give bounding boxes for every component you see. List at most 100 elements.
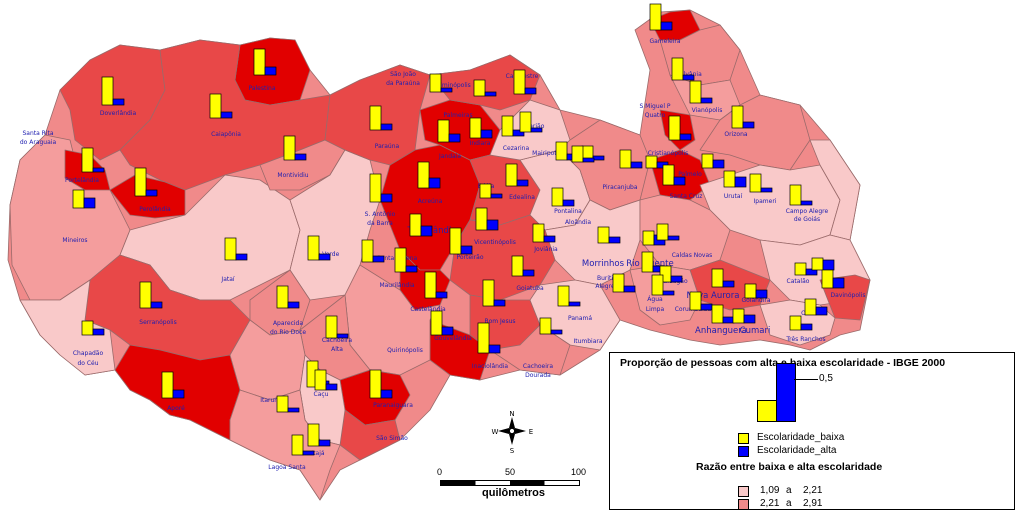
bar-high-32	[380, 123, 393, 131]
bar-high-67	[150, 301, 163, 309]
bar-low-43	[283, 135, 296, 161]
bar-high-8	[712, 159, 725, 169]
bar-low-41	[253, 48, 266, 76]
label-indiara: Indiara	[470, 140, 491, 147]
bar-low-67	[139, 281, 152, 309]
bar-high-19	[722, 280, 735, 288]
bar-low-20	[689, 291, 702, 311]
bar-high-3	[679, 133, 692, 141]
bar-low-70	[325, 315, 338, 339]
bar-low-56	[511, 255, 524, 277]
bar-low-8	[701, 153, 714, 169]
bar-high-49	[420, 225, 433, 237]
label-nova-aurora: Nova Aurora	[687, 291, 740, 301]
label-paranaiguara: Paranaiguara	[373, 402, 413, 409]
bar-high-24	[805, 268, 818, 276]
label-edealina: Edealina	[509, 194, 535, 201]
bar-low-11	[789, 184, 802, 206]
bar-high-23	[743, 314, 756, 324]
label-palestina: Palestina	[248, 85, 275, 92]
bar-high-9	[734, 176, 747, 188]
bar-low-54	[532, 223, 545, 243]
label-aparecida-2: do Rio Doce	[270, 329, 306, 336]
label-cezarina: Cezarina	[503, 145, 530, 152]
legend-swatch-low	[738, 433, 749, 444]
bar-high-39	[582, 157, 595, 163]
bar-high-45	[145, 189, 158, 197]
bar-low-10	[749, 173, 762, 193]
label-maurilandia: Maurilândia	[379, 282, 414, 289]
bar-high-26	[832, 277, 845, 289]
label-agua-2: Limpa	[646, 306, 665, 313]
scale-bar: 0 50 100 quilômetros	[437, 467, 586, 507]
bar-high-1	[682, 74, 695, 81]
label-sao-joao-1: São João	[390, 71, 416, 78]
bar-high-69	[92, 328, 105, 336]
label-sao-miguel-2: Quatro	[645, 112, 666, 119]
label-montividiu: Montividiu	[277, 172, 308, 179]
label-goiatuba: Goiatuba	[516, 285, 544, 292]
bar-low-13	[642, 230, 655, 246]
bar-low-50	[475, 207, 488, 231]
bar-high-50	[486, 219, 499, 231]
bar-low-39	[571, 145, 584, 163]
bar-low-35	[501, 115, 514, 137]
bar-high-60	[493, 299, 506, 307]
label-vianopolis: Vianópolis	[692, 107, 723, 114]
bar-low-25	[811, 257, 824, 271]
label-catalao: Catalão	[787, 278, 810, 285]
label-porteirao: Porteirão	[456, 254, 483, 261]
bar-low-63	[477, 322, 490, 354]
bar-high-31	[524, 87, 537, 95]
bar-high-28	[800, 323, 813, 331]
bar-low-74	[276, 395, 289, 413]
label-panama: Panamá	[568, 315, 592, 322]
bar-high-70	[336, 333, 349, 339]
bar-high-22	[722, 316, 735, 324]
bar-low-55	[449, 227, 462, 255]
label-campo-alegre-1: Campo Alegre	[786, 208, 829, 215]
label-cristianopolis: Cristianópolis	[648, 150, 689, 157]
bar-low-22	[711, 304, 724, 324]
legend-bar-blue	[776, 363, 796, 422]
label-cachoeira-alta-2: Alta	[331, 346, 343, 353]
label-buriti-1: Buriti	[597, 275, 613, 282]
label-sao-simao: São Simão	[376, 435, 408, 442]
bar-low-26	[821, 269, 834, 289]
bar-high-42	[112, 98, 125, 106]
legend-class-2-swatch	[738, 499, 749, 510]
bar-low-32	[369, 105, 382, 131]
label-cachoeira-dourada-2: Dourada	[525, 372, 551, 379]
bar-high-57	[372, 255, 385, 263]
bar-high-11	[800, 200, 813, 206]
municipality-labels: Gameleira Silvânia Vianópolis S Miguel P…	[20, 38, 866, 471]
bar-high-21	[755, 289, 768, 299]
legend-class-2-sep: a	[786, 498, 792, 509]
label-silvania: Silvânia	[678, 71, 702, 78]
scale-bar-line	[440, 480, 580, 486]
label-itaruma: Itarumã	[260, 397, 284, 404]
label-caiaponia: Caiapônia	[211, 131, 241, 138]
legend-class-1-to: 2,21	[803, 485, 823, 496]
bar-low-66	[224, 237, 237, 261]
label-gouvelandia: Gouvelândia	[434, 335, 472, 342]
bar-high-53	[490, 193, 503, 199]
label-piracanjuba: Piracanjuba	[602, 184, 637, 191]
bar-high-36	[530, 127, 543, 133]
label-jatai: Jataí	[220, 276, 234, 283]
bar-low-46	[72, 189, 85, 209]
label-agua-1: Água	[647, 296, 663, 303]
label-campo-alegre-2: de Goiás	[794, 216, 820, 223]
bar-high-40	[220, 111, 233, 119]
bar-high-58	[405, 265, 418, 273]
label-cacu: Caçu	[314, 391, 329, 398]
bar-high-5	[630, 161, 643, 169]
bar-high-10	[760, 187, 773, 193]
bar-high-63	[488, 344, 501, 354]
legend-ratio-title: Razão entre baixa e alta escolaridade	[696, 461, 883, 473]
bar-high-55	[460, 245, 473, 255]
bar-low-31	[513, 69, 526, 95]
bar-high-4	[742, 121, 755, 129]
bar-low-77	[307, 423, 320, 447]
legend-class-1-sep: a	[786, 485, 792, 496]
